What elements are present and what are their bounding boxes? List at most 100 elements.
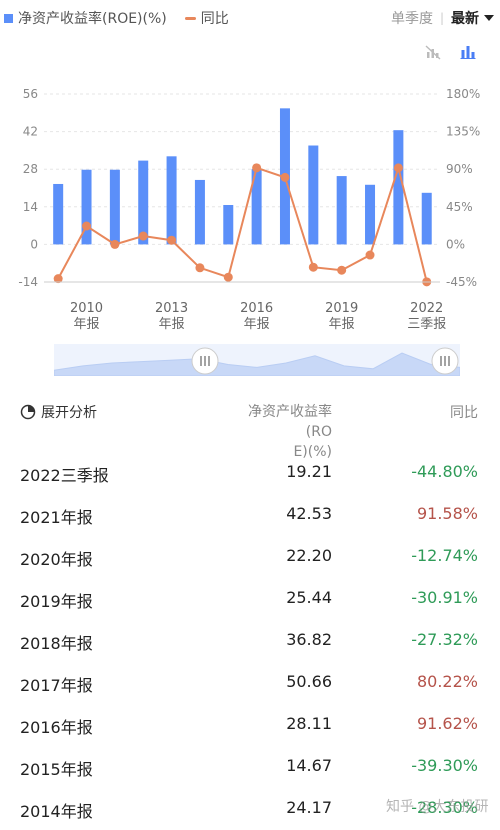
column-header-roe-line2: E)(%) — [293, 444, 332, 460]
row-roe: 14.67 — [286, 756, 332, 775]
no-data-icon[interactable] — [425, 44, 441, 60]
yoy-point — [138, 231, 148, 241]
yoy-point — [337, 265, 347, 275]
slider-handle-right[interactable] — [431, 347, 459, 375]
x-tick-label: 2022 — [410, 301, 443, 316]
table-row[interactable]: 2014年报 24.17 -28.30% — [0, 786, 500, 828]
yoy-point — [365, 250, 375, 260]
row-roe: 24.17 — [286, 798, 332, 817]
table-row[interactable]: 2021年报 42.53 91.58% — [0, 492, 500, 534]
yoy-line — [57, 164, 428, 283]
y-right-tick-label: 45% — [446, 200, 473, 214]
row-roe: 50.66 — [286, 672, 332, 691]
watermark: 知乎 @大东投研 — [386, 799, 489, 815]
roe-bar — [109, 169, 120, 245]
table-row[interactable]: 2017年报 50.66 80.22% — [0, 660, 500, 702]
table-row[interactable]: 2016年报 28.11 91.62% — [0, 702, 500, 744]
roe-bar — [194, 179, 205, 245]
row-yoy: -39.30% — [411, 756, 478, 775]
expand-analysis-button[interactable]: 展开分析 — [20, 402, 97, 422]
row-period: 2015年报 — [20, 760, 93, 779]
table-header: 展开分析 净资产收益率(RO E)(%) 同比 — [0, 398, 500, 460]
pie-chart-icon — [20, 404, 36, 420]
row-period: 2017年报 — [20, 676, 93, 695]
slider-handle-left[interactable] — [191, 347, 219, 375]
legend-item-yoy[interactable]: 同比 — [184, 8, 229, 28]
bar-chart-icon[interactable] — [460, 44, 476, 60]
row-period: 2022三季报 — [20, 466, 109, 485]
row-period: 2018年报 — [20, 634, 93, 653]
expand-analysis-label: 展开分析 — [41, 405, 97, 421]
row-yoy: -27.32% — [411, 630, 478, 649]
column-header-roe: 净资产收益率(RO E)(%) — [232, 402, 332, 462]
y-right-tick-label: -45% — [446, 275, 477, 289]
period-option-quarterly[interactable]: 单季度 — [390, 11, 433, 27]
row-yoy: -30.91% — [411, 588, 478, 607]
row-roe: 19.21 — [286, 462, 332, 481]
row-roe: 25.44 — [286, 588, 332, 607]
roe-bar — [251, 168, 262, 245]
y-left-tick-label: 14 — [23, 200, 38, 214]
row-roe: 22.20 — [286, 546, 332, 565]
y-left-tick-label: 56 — [23, 87, 38, 101]
row-yoy: -28.30% — [411, 798, 478, 817]
x-tick-label: 三季报 — [407, 317, 446, 332]
period-switch: 单季度 | 最新 — [391, 8, 494, 28]
bar-swatch-icon — [4, 13, 13, 23]
x-tick-label: 年报 — [244, 317, 270, 332]
roe-bar — [421, 192, 432, 245]
yoy-point — [223, 272, 233, 282]
legend-item-roe[interactable]: 净资产收益率(ROE)(%) — [4, 8, 167, 28]
row-yoy: -12.74% — [411, 546, 478, 565]
roe-bar — [336, 176, 347, 245]
row-yoy: -44.80% — [411, 462, 478, 481]
row-roe: 28.11 — [286, 714, 332, 733]
row-period: 2019年报 — [20, 592, 93, 611]
roe-bar — [81, 169, 92, 245]
y-left-tick-label: -14 — [18, 275, 38, 289]
y-right-tick-label: 0% — [446, 237, 465, 251]
x-tick-label: 2016 — [240, 301, 273, 316]
table-row[interactable]: 2022三季报 19.21 -44.80% — [0, 450, 500, 492]
data-zoom-slider[interactable] — [54, 344, 460, 376]
y-right-tick-label: 135% — [446, 125, 480, 139]
row-roe: 36.82 — [286, 630, 332, 649]
roe-bar — [138, 160, 149, 245]
row-period: 2014年报 — [20, 802, 93, 821]
legend-label-roe: 净资产收益率(ROE)(%) — [18, 11, 167, 27]
x-tick-label: 2010 — [70, 301, 103, 316]
x-tick-label: 年报 — [159, 317, 185, 332]
table-row[interactable]: 2015年报 14.67 -39.30% — [0, 744, 500, 786]
row-yoy: 91.58% — [416, 504, 478, 523]
chart-legend: 净资产收益率(ROE)(%) 同比 单季度 | 最新 — [4, 6, 494, 30]
table-row[interactable]: 2019年报 25.44 -30.91% — [0, 576, 500, 618]
roe-chart[interactable]: 564228140-14180%135%90%45%0%-45%2010年报20… — [0, 80, 500, 342]
yoy-point — [82, 221, 92, 231]
x-tick-label: 2013 — [155, 301, 188, 316]
chevron-down-icon[interactable] — [484, 15, 494, 21]
row-roe: 42.53 — [286, 504, 332, 523]
line-swatch-icon — [184, 16, 196, 20]
yoy-point — [110, 239, 120, 249]
column-header-roe-line1: 净资产收益率(RO — [248, 404, 332, 440]
roe-table: 展开分析 净资产收益率(RO E)(%) 同比 2022三季报 19.21 -4… — [0, 398, 500, 828]
roe-bar — [308, 145, 319, 245]
table-row[interactable]: 2020年报 22.20 -12.74% — [0, 534, 500, 576]
row-period: 2020年报 — [20, 550, 93, 569]
period-option-latest[interactable]: 最新 — [451, 11, 479, 27]
yoy-point — [195, 263, 205, 273]
yoy-point — [308, 262, 318, 272]
period-separator: | — [439, 11, 444, 25]
roe-bar — [166, 156, 177, 245]
yoy-point — [167, 235, 177, 245]
y-left-tick-label: 0 — [30, 237, 38, 251]
yoy-point — [53, 274, 63, 284]
roe-bar — [365, 184, 376, 245]
legend-label-yoy: 同比 — [200, 11, 229, 27]
table-row[interactable]: 2018年报 36.82 -27.32% — [0, 618, 500, 660]
yoy-point — [252, 163, 262, 173]
y-right-tick-label: 90% — [446, 162, 473, 176]
row-period: 2021年报 — [20, 508, 93, 527]
y-left-tick-label: 28 — [23, 162, 38, 176]
y-left-tick-label: 42 — [23, 125, 38, 139]
